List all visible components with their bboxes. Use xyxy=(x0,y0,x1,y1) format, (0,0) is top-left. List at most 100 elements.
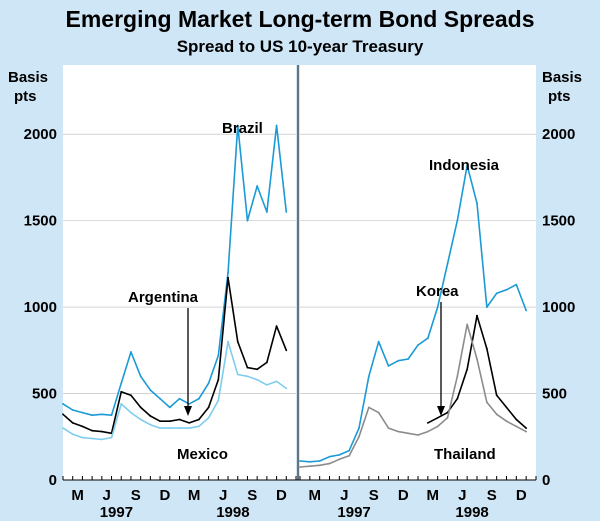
point-korea-1 xyxy=(436,416,439,419)
point-argentina-14 xyxy=(198,418,200,421)
point-mexico-20 xyxy=(256,378,259,381)
label-indonesia: Indonesia xyxy=(429,157,500,174)
point-brazil-17 xyxy=(227,271,229,274)
left-y-tick-2000: 2000 xyxy=(24,126,57,143)
left-y-tick-1500: 1500 xyxy=(24,213,57,230)
point-mexico-19 xyxy=(246,375,249,378)
point-indonesia-5 xyxy=(348,449,351,452)
left-y-tick-500: 500 xyxy=(32,386,57,403)
point-argentina-9 xyxy=(149,415,152,417)
left-y-tick-0: 0 xyxy=(49,472,57,489)
point-indonesia-23 xyxy=(525,309,528,312)
point-mexico-16 xyxy=(217,399,220,402)
right-month-label-4: M xyxy=(427,487,440,504)
point-mexico-3 xyxy=(91,437,94,440)
point-mexico-12 xyxy=(178,427,181,429)
point-mexico-6 xyxy=(120,403,123,405)
point-indonesia-10 xyxy=(397,359,400,362)
point-mexico-0 xyxy=(62,427,64,429)
point-indonesia-4 xyxy=(338,454,341,456)
point-mexico-21 xyxy=(265,384,268,386)
left-axis-title-line1: Basis xyxy=(8,69,48,86)
point-brazil-2 xyxy=(81,411,84,414)
point-indonesia-17 xyxy=(466,164,469,167)
point-argentina-12 xyxy=(178,418,181,421)
left-month-label-4: M xyxy=(188,487,201,504)
left-month-label-5: J xyxy=(219,487,227,504)
point-brazil-15 xyxy=(207,382,210,385)
point-argentina-19 xyxy=(246,366,249,369)
point-thailand-0 xyxy=(299,466,301,468)
point-thailand-10 xyxy=(397,430,400,433)
left-month-label-2: S xyxy=(131,487,141,504)
point-brazil-22 xyxy=(275,124,278,127)
left-year-label-1997: 1997 xyxy=(100,504,133,521)
point-argentina-6 xyxy=(120,390,123,393)
point-korea-8 xyxy=(505,406,508,409)
point-korea-9 xyxy=(515,418,518,421)
point-indonesia-19 xyxy=(485,306,488,308)
left-month-label-1: J xyxy=(103,487,111,504)
point-korea-6 xyxy=(485,347,488,350)
series-line-argentina xyxy=(62,276,288,435)
point-argentina-11 xyxy=(168,420,171,423)
point-mexico-8 xyxy=(139,418,142,421)
point-argentina-0 xyxy=(62,413,64,416)
left-month-label-7: D xyxy=(276,487,287,504)
point-indonesia-12 xyxy=(417,344,419,346)
point-indonesia-7 xyxy=(367,375,370,378)
point-indonesia-22 xyxy=(515,283,518,286)
point-argentina-8 xyxy=(139,406,142,409)
point-thailand-17 xyxy=(466,323,469,326)
point-brazil-20 xyxy=(256,185,259,187)
point-indonesia-18 xyxy=(476,202,478,205)
point-argentina-7 xyxy=(130,394,132,397)
point-thailand-1 xyxy=(308,465,311,468)
point-brazil-3 xyxy=(91,414,94,417)
series-line-mexico xyxy=(62,340,287,441)
point-thailand-18 xyxy=(476,358,478,360)
point-indonesia-0 xyxy=(299,460,301,462)
left-y-tick-1000: 1000 xyxy=(24,299,57,316)
point-brazil-10 xyxy=(159,397,161,400)
point-mexico-5 xyxy=(110,436,113,439)
chart-subtitle: Spread to US 10-year Treasury xyxy=(176,37,424,56)
point-mexico-1 xyxy=(71,433,74,436)
point-indonesia-8 xyxy=(377,340,380,343)
point-argentina-15 xyxy=(207,406,210,409)
point-indonesia-6 xyxy=(358,427,360,429)
point-mexico-2 xyxy=(81,436,84,439)
right-month-label-6: S xyxy=(487,487,497,504)
point-mexico-17 xyxy=(227,340,229,343)
right-y-tick-1000: 1000 xyxy=(542,299,575,316)
point-argentina-1 xyxy=(71,422,74,424)
point-mexico-14 xyxy=(198,425,200,428)
point-brazil-9 xyxy=(149,389,152,391)
point-korea-0 xyxy=(426,422,429,424)
point-brazil-12 xyxy=(178,397,181,400)
point-thailand-9 xyxy=(387,427,390,429)
point-brazil-4 xyxy=(100,413,103,416)
y-tick-labels: 0 500 1000 1500 2000 0 500 1000 1500 2000 xyxy=(24,126,576,489)
right-axis-title-line2: pts xyxy=(548,88,571,105)
point-thailand-3 xyxy=(328,462,331,465)
point-argentina-3 xyxy=(91,429,94,432)
right-axis-title-line1: Basis xyxy=(542,69,582,86)
point-argentina-10 xyxy=(159,420,161,423)
right-month-label-1: J xyxy=(340,487,348,504)
right-y-tick-2000: 2000 xyxy=(542,126,575,143)
label-brazil: Brazil xyxy=(222,120,263,137)
point-mexico-7 xyxy=(130,411,132,414)
point-mexico-4 xyxy=(100,438,103,441)
series-line-thailand xyxy=(299,323,527,468)
series-lines xyxy=(62,124,528,468)
point-mexico-9 xyxy=(149,423,152,426)
point-brazil-14 xyxy=(198,397,200,400)
point-mexico-13 xyxy=(188,427,191,429)
label-mexico: Mexico xyxy=(177,446,228,463)
right-month-label-7: D xyxy=(516,487,527,504)
point-brazil-0 xyxy=(62,403,64,405)
point-mexico-23 xyxy=(285,387,288,390)
left-axis-title-line2: pts xyxy=(14,88,37,105)
point-indonesia-11 xyxy=(407,358,410,360)
